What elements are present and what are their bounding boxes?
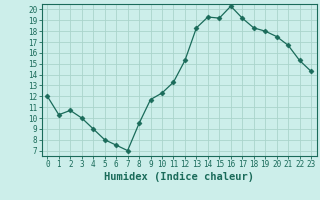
- X-axis label: Humidex (Indice chaleur): Humidex (Indice chaleur): [104, 172, 254, 182]
